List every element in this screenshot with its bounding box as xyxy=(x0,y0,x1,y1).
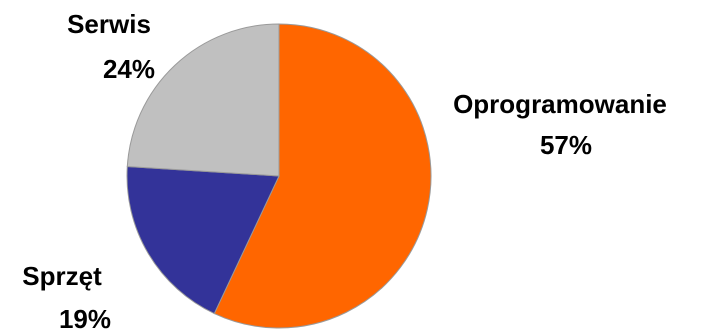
pie-slice-oprogramowanie xyxy=(213,23,432,329)
slice-label-oprogramowanie-percent: 57% xyxy=(540,130,592,160)
slice-label-sprzet-percent: 19% xyxy=(59,304,111,331)
pie-slice-serwis xyxy=(126,23,280,177)
slice-label-sprzet-name: Sprzęt xyxy=(22,261,102,291)
slice-label-oprogramowanie-name: Oprogramowanie xyxy=(453,89,667,119)
pie-labels: Oprogramowanie 57% Sprzęt 19% Serwis 24% xyxy=(22,9,667,331)
slice-label-serwis-name: Serwis xyxy=(67,9,151,39)
slice-label-serwis-percent: 24% xyxy=(103,54,155,84)
pie-slices xyxy=(126,23,432,329)
pie-slice-sprzet xyxy=(126,165,280,315)
